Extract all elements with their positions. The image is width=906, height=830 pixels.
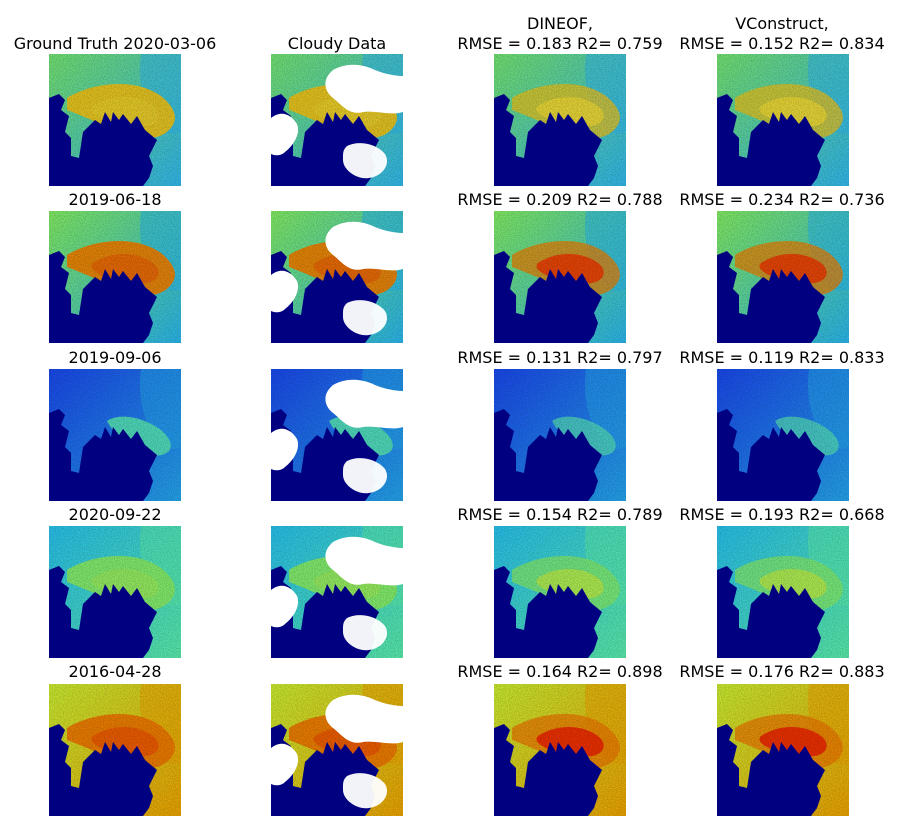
panel-ground-truth-row-1 bbox=[49, 54, 181, 186]
panel-svg bbox=[49, 684, 181, 816]
panel-vconstruct-row-5 bbox=[717, 684, 849, 816]
panel-dineof-row-3 bbox=[494, 369, 626, 501]
row4-vconstruct-metrics: RMSE = 0.193 R2= 0.668 bbox=[679, 505, 885, 524]
panel-svg bbox=[494, 54, 626, 186]
row2-dineof-metrics: RMSE = 0.209 R2= 0.788 bbox=[457, 190, 663, 209]
panel-ground-truth-row-4 bbox=[49, 526, 181, 658]
panel-dineof-row-2 bbox=[494, 211, 626, 343]
panel-svg bbox=[271, 526, 403, 658]
panel-svg bbox=[271, 369, 403, 501]
title-vconstruct-method: VConstruct, bbox=[735, 14, 829, 33]
panel-ground-truth-row-5 bbox=[49, 684, 181, 816]
title-vconstruct-metrics-row1: RMSE = 0.152 R2= 0.834 bbox=[679, 34, 885, 53]
row5-vconstruct-metrics: RMSE = 0.176 R2= 0.883 bbox=[679, 662, 885, 681]
panel-cloudy-data-row-1 bbox=[271, 54, 403, 186]
panel-vconstruct-row-4 bbox=[717, 526, 849, 658]
panel-vconstruct-row-1 bbox=[717, 54, 849, 186]
panel-svg bbox=[49, 526, 181, 658]
panel-svg bbox=[494, 684, 626, 816]
row3-dineof-metrics: RMSE = 0.131 R2= 0.797 bbox=[457, 348, 663, 367]
row5-dineof-metrics: RMSE = 0.164 R2= 0.898 bbox=[457, 662, 663, 681]
panel-cloudy-data-row-4 bbox=[271, 526, 403, 658]
panel-svg bbox=[49, 211, 181, 343]
title-cloudy-data: Cloudy Data bbox=[287, 34, 387, 53]
panel-svg bbox=[717, 684, 849, 816]
panel-dineof-row-1 bbox=[494, 54, 626, 186]
panel-svg bbox=[271, 211, 403, 343]
panel-ground-truth-row-3 bbox=[49, 369, 181, 501]
panel-vconstruct-row-2 bbox=[717, 211, 849, 343]
panel-svg bbox=[717, 211, 849, 343]
title-dineof-metrics-row1: RMSE = 0.183 R2= 0.759 bbox=[457, 34, 663, 53]
panel-svg bbox=[717, 54, 849, 186]
panel-svg bbox=[494, 369, 626, 501]
row5-date: 2016-04-28 bbox=[68, 662, 162, 681]
panel-svg bbox=[494, 211, 626, 343]
row4-dineof-metrics: RMSE = 0.154 R2= 0.789 bbox=[457, 505, 663, 524]
panel-ground-truth-row-2 bbox=[49, 211, 181, 343]
panel-svg bbox=[717, 526, 849, 658]
panel-dineof-row-4 bbox=[494, 526, 626, 658]
panel-cloudy-data-row-5 bbox=[271, 684, 403, 816]
panel-svg bbox=[271, 54, 403, 186]
panel-svg bbox=[49, 369, 181, 501]
row4-date: 2020-09-22 bbox=[68, 505, 162, 524]
panel-cloudy-data-row-3 bbox=[271, 369, 403, 501]
panel-vconstruct-row-3 bbox=[717, 369, 849, 501]
panel-svg bbox=[271, 684, 403, 816]
panel-svg bbox=[49, 54, 181, 186]
row2-date: 2019-06-18 bbox=[68, 190, 162, 209]
row3-vconstruct-metrics: RMSE = 0.119 R2= 0.833 bbox=[679, 348, 885, 367]
panel-svg bbox=[494, 526, 626, 658]
panel-svg bbox=[717, 369, 849, 501]
panel-cloudy-data-row-2 bbox=[271, 211, 403, 343]
title-dineof-method: DINEOF, bbox=[527, 14, 593, 33]
title-ground-truth-row1: Ground Truth 2020-03-06 bbox=[13, 34, 217, 53]
row2-vconstruct-metrics: RMSE = 0.234 R2= 0.736 bbox=[679, 190, 885, 209]
panel-dineof-row-5 bbox=[494, 684, 626, 816]
row3-date: 2019-09-06 bbox=[68, 348, 162, 367]
